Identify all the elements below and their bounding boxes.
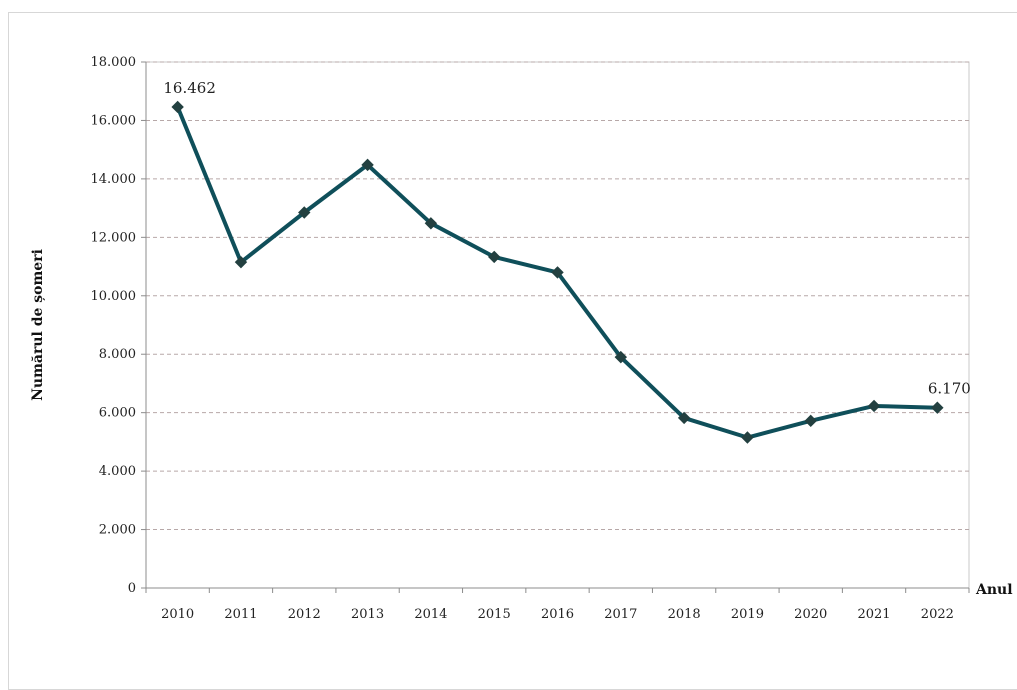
series-markers: [171, 100, 944, 444]
y-tick-label: 4.000: [99, 464, 136, 479]
y-tick-label: 18.000: [91, 55, 137, 70]
y-tick-label: 16.000: [91, 113, 137, 128]
x-axis-title: Anul: [975, 582, 1013, 598]
data-label: 16.462: [163, 79, 216, 97]
data-point-marker: [741, 431, 754, 444]
x-tick-label: 2021: [857, 607, 890, 622]
x-tick-label: 2022: [921, 607, 954, 622]
x-tick-label: 2012: [288, 607, 321, 622]
y-tick-label: 6.000: [99, 406, 136, 421]
data-point-marker: [677, 411, 691, 425]
x-tick-label: 2018: [668, 607, 701, 622]
x-tick-label: 2020: [794, 607, 827, 622]
data-point-marker: [361, 158, 374, 172]
data-point-marker: [551, 266, 564, 279]
x-tick-label: 2019: [731, 607, 764, 622]
y-tick-label: 10.000: [91, 289, 137, 304]
data-point-marker: [487, 250, 501, 264]
data-point-marker: [867, 399, 881, 413]
axes: [141, 61, 970, 593]
x-tick-label: 2017: [604, 607, 637, 622]
y-tick-label: 0: [128, 581, 136, 596]
x-tick-label: 2014: [414, 607, 447, 622]
labels: 0 2.000 4.000 6.000 8.000 10.000 12.000 14.000 1…: [91, 55, 971, 622]
x-tick-label: 2016: [541, 607, 574, 622]
plot-area: [145, 61, 970, 589]
y-tick-label: 14.000: [91, 172, 137, 187]
x-tick-label: 2011: [224, 607, 257, 622]
data-point-marker: [804, 414, 817, 428]
y-tick-label: 8.000: [99, 347, 136, 362]
data-label: 6.170: [928, 380, 971, 398]
y-tick-label: 2.000: [99, 523, 136, 538]
y-tick-label: 12.000: [91, 230, 137, 245]
data-point-marker: [171, 100, 184, 114]
x-tick-label: 2010: [161, 607, 194, 622]
data-point-marker: [424, 217, 438, 230]
y-axis-title: Numărul de șomeri: [30, 249, 46, 401]
data-point-marker: [931, 401, 944, 414]
x-tick-label: 2015: [478, 607, 511, 622]
data-point-marker: [234, 255, 248, 269]
data-point-marker: [614, 350, 628, 364]
data-point-marker: [298, 206, 311, 219]
x-tick-label: 2013: [351, 607, 384, 622]
